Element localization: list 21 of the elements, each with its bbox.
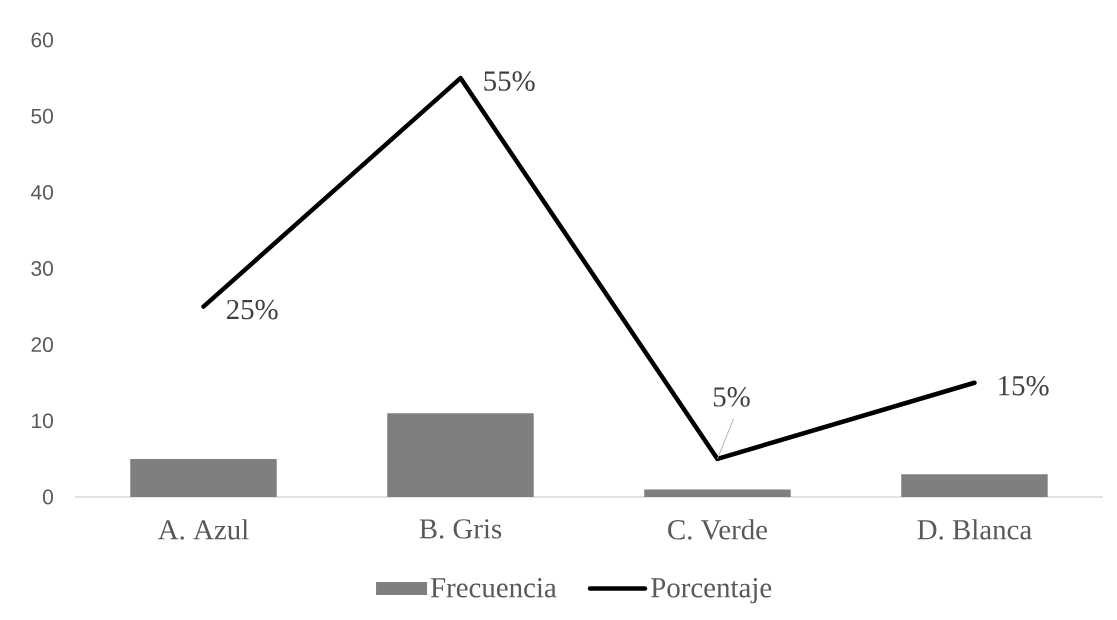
legend-label: Porcentaje [651,578,772,604]
data-label: 15% [999,375,1049,396]
y-tick-label: 60 [31,32,53,48]
y-tick-label: 20 [31,337,53,353]
x-tick-label: A. Azul [158,519,249,540]
bar [387,413,534,497]
legend-label: Frecuencia [430,578,557,598]
y-tick-label: 10 [32,413,53,429]
data-label: 55% [484,71,535,91]
y-tick-label: 40 [31,184,53,200]
data-label: 5% [713,387,750,407]
y-tick-label: 0 [42,489,53,505]
x-tick-label: D. Blanca [917,519,1032,540]
bar [130,458,277,497]
y-tick-label: 30 [31,261,53,276]
y-tick-label: 50 [31,108,53,124]
bar [901,474,1048,497]
data-label: 25% [226,299,278,320]
x-tick-label: B. Gris [419,519,502,539]
x-tick-label: C. Verde [668,519,768,540]
bar [644,489,791,497]
